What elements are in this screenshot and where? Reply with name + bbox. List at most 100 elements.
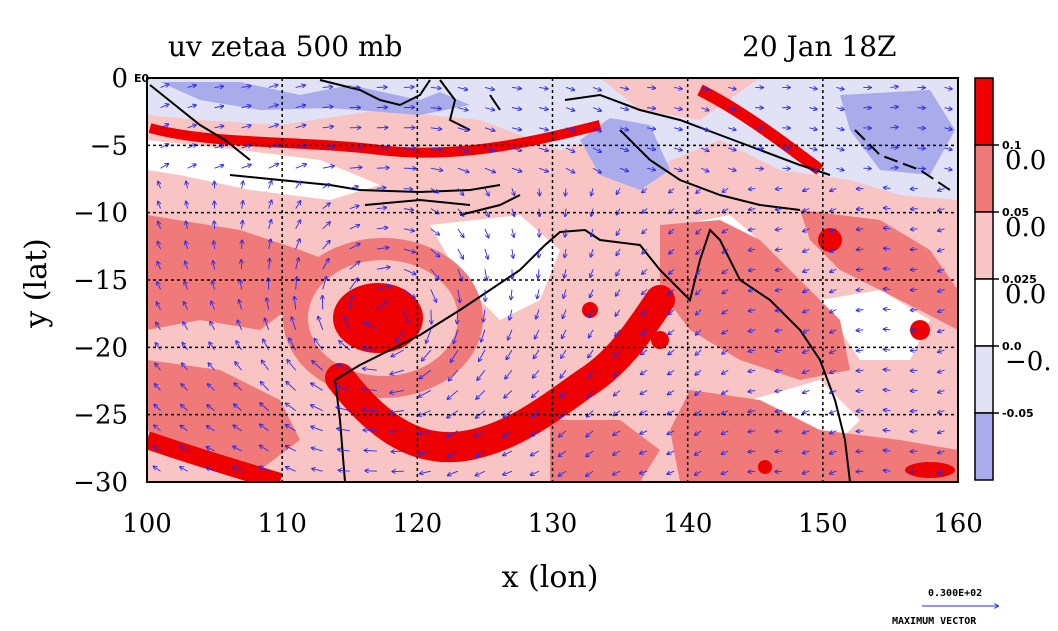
wind-vector: [484, 127, 495, 131]
wind-vector: [830, 431, 837, 434]
y-tick-label: −30: [73, 468, 128, 498]
wind-vector: [180, 425, 188, 432]
wind-vector: [722, 228, 729, 233]
positive-spot: [651, 331, 669, 349]
wind-vector: [775, 390, 783, 391]
wind-vector: [447, 410, 459, 418]
wind-vector: [617, 228, 621, 235]
wind-vector: [182, 343, 188, 351]
wind-vector: [158, 182, 161, 189]
wind-vector: [944, 168, 951, 170]
wind-vector: [911, 390, 918, 391]
wind-vector: [748, 451, 756, 452]
wind-vector: [187, 145, 196, 149]
wind-vector: [938, 209, 945, 211]
coastline-indonesia: [229, 174, 521, 216]
wind-vector: [938, 188, 945, 190]
colorbar-big-label: −0.: [1005, 347, 1052, 377]
wind-vector: [890, 107, 897, 108]
coastline-australia-south: [333, 244, 546, 482]
wind-vector: [803, 370, 810, 373]
wind-vector: [830, 188, 837, 191]
wind-vector: [830, 350, 837, 353]
wind-vector: [938, 471, 945, 473]
wind-vector: [586, 470, 594, 476]
wind-vector: [701, 108, 708, 111]
wind-vector: [938, 451, 945, 453]
wind-vector: [669, 248, 675, 254]
wind-vector: [418, 390, 432, 396]
neutral-region: [430, 215, 560, 320]
wind-vector: [457, 87, 467, 89]
wind-vector: [938, 330, 945, 332]
wind-vector: [668, 329, 675, 335]
wind-vector: [390, 369, 404, 374]
wind-vector: [911, 188, 918, 189]
wind-vector: [186, 182, 188, 189]
wind-vector: [447, 430, 459, 437]
wind-vector: [339, 470, 350, 471]
colorbar-swatch: [974, 412, 994, 481]
wind-vector: [263, 339, 270, 351]
wind-vector: [938, 350, 945, 352]
wind-vector: [512, 248, 513, 258]
coastline-australia-west: [544, 228, 851, 482]
wind-vector: [376, 168, 389, 169]
wind-vector: [857, 188, 864, 189]
wind-vector: [214, 86, 224, 87]
wind-vector: [696, 329, 702, 335]
wind-vector: [642, 228, 648, 233]
wind-vector: [640, 431, 648, 434]
wind-vector: [506, 349, 513, 359]
wind-vector: [775, 431, 783, 432]
wind-vector: [696, 289, 702, 294]
wind-vector: [286, 425, 296, 432]
wind-vector: [430, 148, 442, 150]
wind-vector: [857, 431, 864, 432]
wind-vector: [884, 289, 891, 290]
wind-vector: [184, 302, 188, 310]
wind-vector: [884, 188, 891, 189]
wind-vector: [588, 369, 594, 377]
wind-vector: [449, 369, 459, 380]
wind-vector: [295, 220, 301, 230]
wind-vector: [187, 85, 196, 87]
wind-vector: [454, 329, 459, 343]
wind-vector: [155, 363, 161, 371]
wind-vector: [640, 471, 648, 473]
wind-vector: [640, 410, 648, 414]
wind-vector: [392, 451, 404, 452]
wind-vector: [322, 146, 334, 148]
wind-vector: [613, 450, 621, 455]
wind-vector: [674, 168, 682, 171]
wind-vector: [619, 148, 628, 151]
wind-vector: [944, 148, 951, 150]
wind-vector: [669, 228, 675, 234]
wind-vector: [322, 184, 330, 189]
wind-vector: [419, 430, 431, 435]
wind-vector: [181, 384, 188, 391]
x-axis: 100 110 120 130 140 150 160: [122, 509, 983, 539]
wind-vector: [776, 229, 783, 230]
wind-vector: [722, 289, 729, 293]
wind-vector: [390, 389, 404, 393]
wind-vector: [803, 451, 810, 453]
wind-vector: [430, 289, 436, 302]
positive-spot: [758, 460, 772, 474]
wind-vector: [242, 181, 244, 189]
wind-vector: [503, 450, 513, 455]
wind-vector: [365, 323, 378, 331]
y-tick-label: −20: [73, 333, 128, 363]
wind-vector: [728, 108, 736, 110]
wind-vector: [668, 369, 675, 374]
wind-vector: [295, 125, 306, 129]
wind-vector: [430, 268, 439, 279]
wind-vector: [503, 470, 513, 475]
wind-vector: [884, 450, 891, 451]
wind-vector: [183, 322, 188, 331]
wind-vector: [322, 87, 333, 88]
wind-vector: [642, 268, 648, 274]
colorbar-small-label: 0.1: [1002, 139, 1022, 152]
wind-vector: [538, 147, 548, 151]
wind-vector: [337, 429, 350, 431]
